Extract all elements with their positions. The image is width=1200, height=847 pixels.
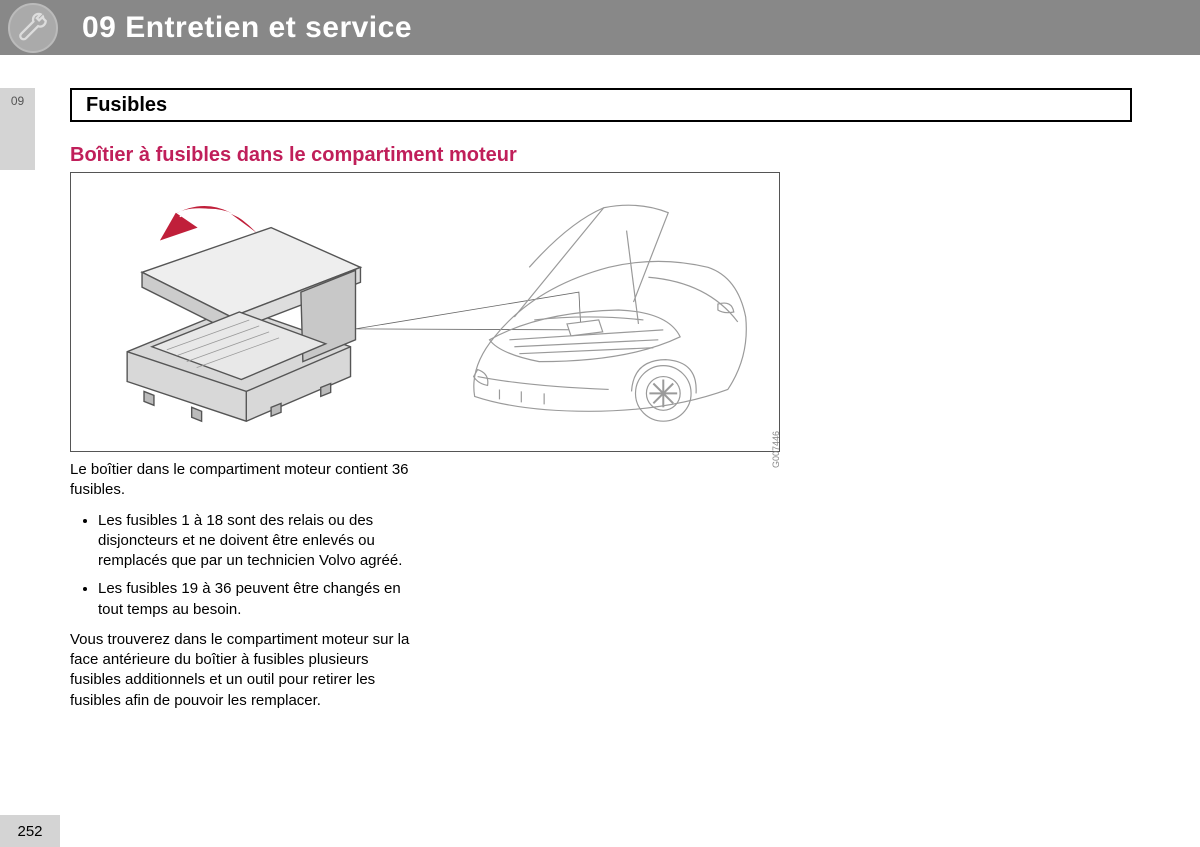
body-text-column: Le boîtier dans le compartiment moteur c… xyxy=(70,460,415,711)
figure-code: G007446 xyxy=(771,431,781,468)
section-heading-box: Fusibles xyxy=(70,88,1132,122)
fuse-box-detail xyxy=(127,228,360,422)
paragraph-outro: Vous trouverez dans le compartiment mote… xyxy=(70,630,415,711)
page-number: 252 xyxy=(17,823,42,840)
paragraph-intro: Le boîtier dans le compartiment moteur c… xyxy=(70,460,415,501)
bullet-item: Les fusibles 1 à 18 sont des relais ou d… xyxy=(98,511,415,572)
bullet-list: Les fusibles 1 à 18 sont des relais ou d… xyxy=(98,511,415,620)
chapter-title: 09 Entretien et service xyxy=(82,11,412,45)
figure-fuse-box: G007446 xyxy=(70,172,780,452)
subsection-heading: Boîtier à fusibles dans le compartiment … xyxy=(70,144,517,167)
bullet-item: Les fusibles 19 à 36 peuvent être changé… xyxy=(98,579,415,620)
page-number-box: 252 xyxy=(0,815,60,847)
figure-illustration xyxy=(71,173,779,451)
chapter-side-tab: 09 xyxy=(0,88,35,170)
chapter-tab-number: 09 xyxy=(11,94,24,108)
lift-arrow xyxy=(160,206,257,240)
section-heading: Fusibles xyxy=(86,94,167,117)
wrench-icon xyxy=(8,3,58,53)
chapter-header: 09 Entretien et service xyxy=(0,0,1200,55)
